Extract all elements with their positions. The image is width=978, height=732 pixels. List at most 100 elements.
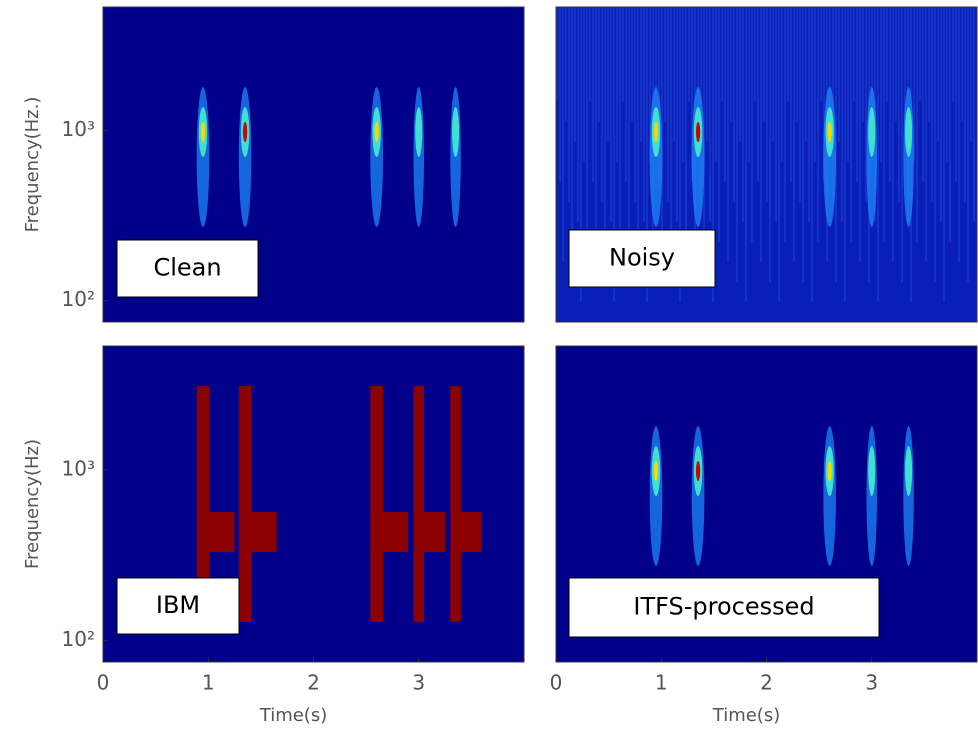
mask	[196, 386, 210, 622]
noise	[784, 7, 786, 242]
noise	[823, 7, 825, 182]
y-axis-label: Frequency(Hz.)	[22, 97, 43, 233]
noise	[820, 7, 822, 102]
noise	[913, 7, 915, 162]
noise	[571, 7, 573, 282]
noise	[604, 7, 606, 282]
noise	[970, 7, 972, 142]
noise	[853, 7, 855, 102]
noise	[889, 7, 891, 182]
noise	[661, 7, 663, 262]
noise	[655, 7, 657, 102]
noise	[709, 7, 711, 222]
y-tick-label: 10²	[62, 627, 95, 651]
noise	[790, 7, 792, 182]
noise	[964, 7, 966, 202]
noise	[562, 7, 564, 262]
mask	[455, 512, 482, 552]
noise	[691, 7, 693, 182]
noise	[973, 7, 975, 222]
noise	[664, 7, 666, 122]
energy	[374, 122, 379, 142]
noise	[919, 7, 921, 102]
noise	[583, 7, 585, 162]
spectrogram-image	[196, 87, 461, 227]
noise	[922, 7, 924, 182]
noise	[841, 7, 843, 222]
x-tick-label: 2	[760, 671, 773, 695]
mask	[418, 512, 446, 552]
mask	[238, 386, 252, 622]
energy	[695, 122, 701, 142]
noise	[961, 7, 963, 122]
noise	[949, 7, 951, 242]
energy	[653, 122, 659, 142]
x-tick-label: 2	[307, 671, 320, 695]
y-tick-label: 10³	[62, 117, 95, 141]
noise	[781, 7, 783, 162]
mask	[245, 512, 277, 552]
noise	[748, 7, 750, 162]
energy	[905, 107, 913, 157]
noise	[742, 7, 744, 222]
noise	[916, 7, 918, 242]
noise	[751, 7, 753, 242]
noise	[772, 7, 774, 142]
noise	[736, 7, 738, 282]
noise	[808, 7, 810, 222]
x-tick-label: 0	[550, 671, 563, 695]
noise	[943, 7, 945, 302]
noise	[715, 7, 717, 162]
annotation: ITFS-processed	[633, 593, 814, 621]
noise	[931, 7, 933, 202]
noise	[886, 7, 888, 102]
noise	[871, 7, 873, 142]
energy	[452, 107, 460, 157]
x-tick-label: 0	[97, 671, 110, 695]
noise	[877, 7, 879, 302]
noise	[895, 7, 897, 122]
energy	[827, 461, 832, 481]
noise	[682, 7, 684, 162]
noise	[667, 7, 669, 202]
noise	[688, 7, 690, 102]
noise	[619, 7, 621, 242]
annotation: Clean	[153, 254, 221, 282]
noise	[670, 7, 672, 282]
noise	[862, 7, 864, 122]
mask	[450, 386, 461, 622]
noise	[577, 7, 579, 222]
energy	[415, 107, 423, 157]
noise	[757, 7, 759, 182]
noise	[601, 7, 603, 202]
noise	[739, 7, 741, 142]
noise	[763, 7, 765, 122]
energy	[827, 122, 832, 142]
noise	[850, 7, 852, 242]
noise	[643, 7, 645, 222]
noise	[835, 7, 837, 282]
noise	[856, 7, 858, 182]
noise	[802, 7, 804, 282]
noise	[622, 7, 624, 102]
noise	[796, 7, 798, 122]
frame	[555, 6, 978, 323]
noise	[787, 7, 789, 102]
noise	[718, 7, 720, 242]
mask	[376, 512, 409, 552]
spectrogram-image	[196, 386, 482, 622]
annotation: IBM	[156, 591, 200, 619]
energy	[868, 107, 876, 157]
x-tick-label: 1	[655, 671, 668, 695]
noise	[712, 7, 714, 302]
noise	[586, 7, 588, 242]
noise	[844, 7, 846, 302]
noise	[760, 7, 762, 262]
x-tick-label: 1	[202, 671, 215, 695]
mask	[413, 386, 425, 622]
x-tick-label: 3	[412, 671, 425, 695]
noise	[799, 7, 801, 202]
noise	[556, 7, 558, 102]
noise	[637, 7, 639, 282]
noise	[883, 7, 885, 242]
